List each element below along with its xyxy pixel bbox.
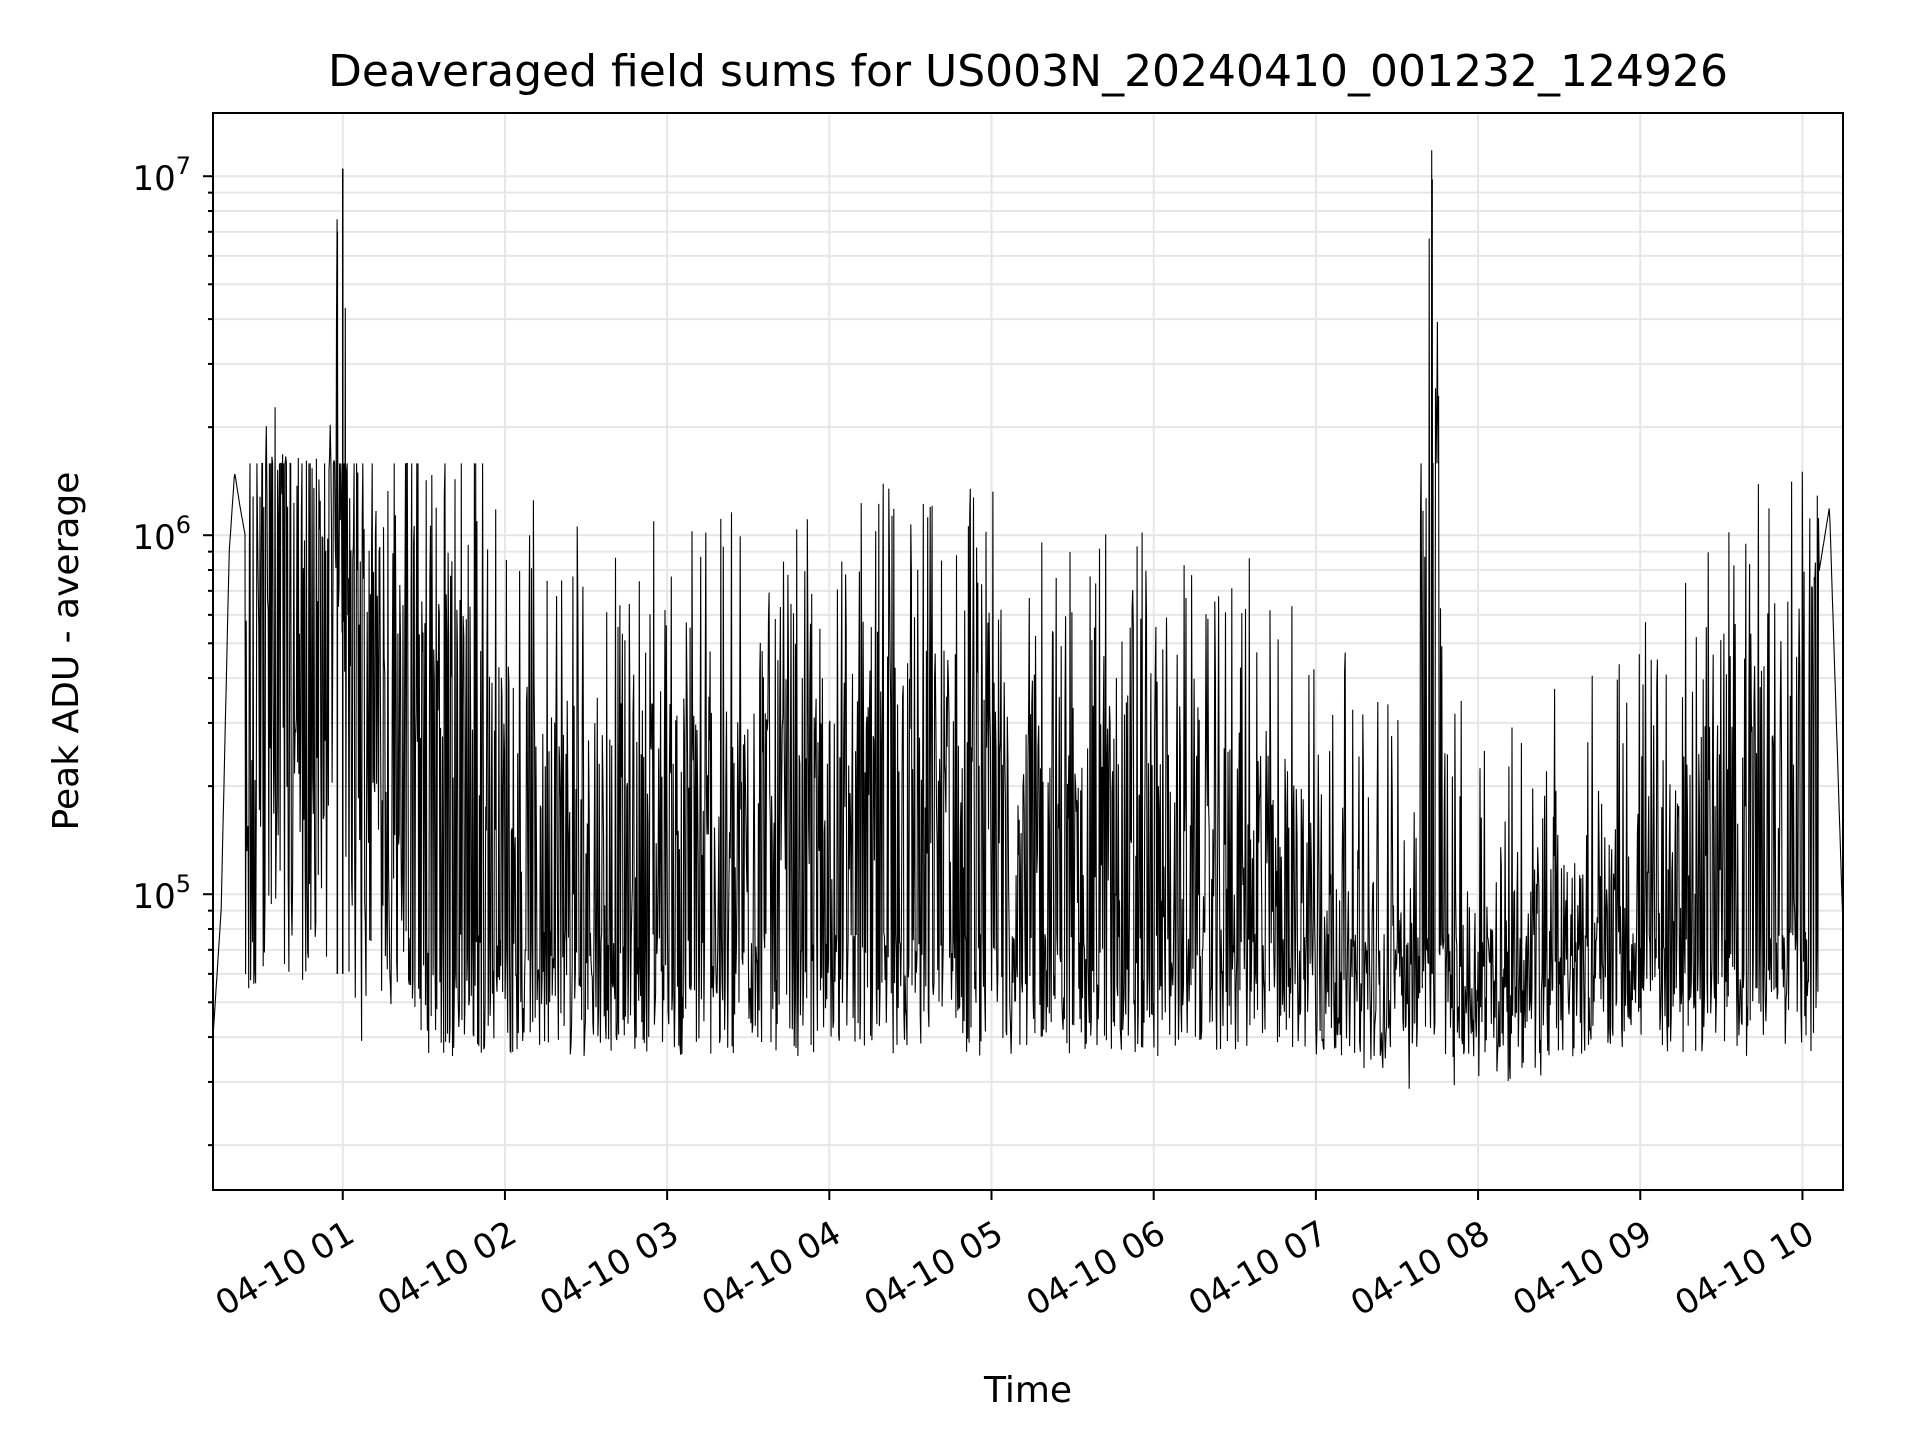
x-tick-label: 04-10 07 <box>1182 1213 1334 1324</box>
x-tick-label: 04-10 02 <box>371 1213 523 1324</box>
y-tick-label: 105 <box>132 870 191 917</box>
y-tick-base: 10 <box>132 159 175 199</box>
x-tick-label: 04-10 09 <box>1506 1213 1658 1324</box>
y-tick-label: 107 <box>132 152 191 199</box>
y-tick-label: 106 <box>132 511 191 558</box>
series-line-trace <box>212 150 1844 1089</box>
x-tick-label: 04-10 05 <box>858 1213 1010 1324</box>
x-tick-label: 04-10 01 <box>209 1213 361 1324</box>
y-tick-exponent: 6 <box>176 511 191 539</box>
data-layer <box>212 150 1844 1089</box>
x-axis-label: Time <box>983 1370 1072 1411</box>
grid-lines <box>213 113 1843 1190</box>
y-tick-exponent: 5 <box>176 870 191 898</box>
plot-frame <box>212 112 1844 1191</box>
y-tick-exponent: 7 <box>176 152 191 180</box>
y-tick-base: 10 <box>132 518 175 558</box>
y-tick-base: 10 <box>132 877 175 917</box>
chart-title: Deaveraged field sums for US003N_2024041… <box>328 46 1728 97</box>
y-axis-label: Peak ADU - average <box>46 472 87 831</box>
x-tick-label: 04-10 08 <box>1344 1213 1496 1324</box>
x-tick-label: 04-10 03 <box>533 1213 685 1324</box>
x-tick-label: 04-10 06 <box>1020 1213 1172 1324</box>
x-tick-label: 04-10 10 <box>1669 1213 1821 1324</box>
x-axis-ticks: 04-10 01 04-10 02 04-10 03 04-10 04 04-10 05… <box>209 1190 1821 1324</box>
x-tick-label: 04-10 04 <box>695 1213 847 1324</box>
